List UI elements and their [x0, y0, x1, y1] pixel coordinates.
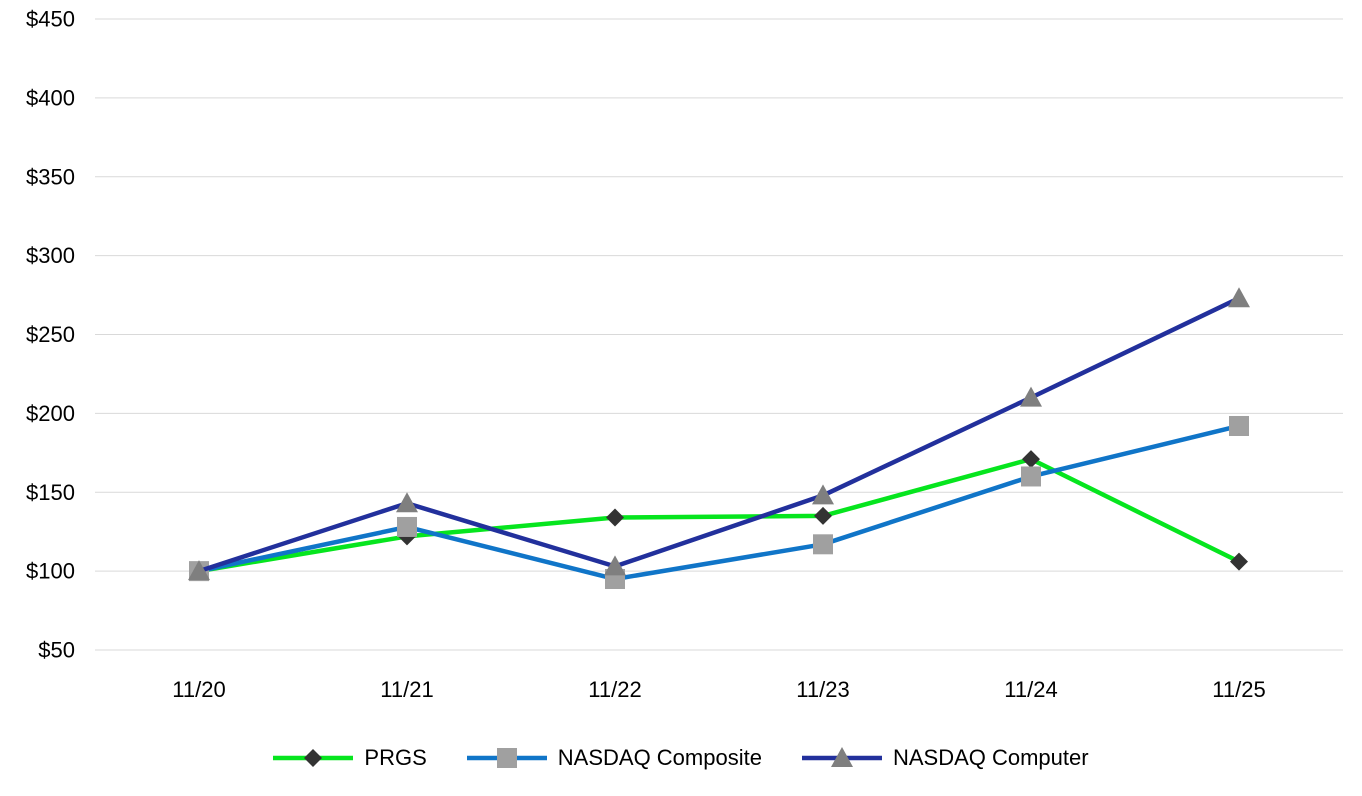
y-axis-tick-label: $50 [38, 638, 75, 663]
y-axis-tick-label: $250 [26, 322, 75, 347]
nasdaq-composite-swatch [466, 748, 547, 768]
y-axis-tick-label: $150 [26, 480, 75, 505]
x-axis-tick-label: 11/20 [172, 677, 225, 702]
triangle-marker-icon [1228, 287, 1250, 308]
nasdaq-computer-swatch [801, 747, 882, 767]
square-marker-icon [813, 534, 833, 555]
x-axis-tick-label: 11/24 [1004, 677, 1057, 702]
y-axis-tick-label: $100 [26, 559, 75, 584]
triangle-marker-icon [812, 484, 834, 505]
legend-item-prgs: PRGS [273, 745, 427, 771]
y-axis-tick-label: $200 [26, 401, 75, 426]
prgs-swatch [273, 749, 354, 767]
y-axis-tick-label: $400 [26, 85, 75, 110]
legend-label-nasdaq-computer: NASDAQ Computer [892, 745, 1089, 770]
x-axis-tick-label: 11/21 [380, 677, 433, 702]
triangle-marker-icon [1020, 386, 1042, 407]
series-line [196, 456, 1242, 574]
square-marker-icon [1021, 466, 1041, 487]
triangle-marker-icon [188, 560, 210, 581]
y-axis-tick-label: $450 [26, 7, 75, 32]
triangle-marker-icon [830, 747, 853, 767]
y-axis-tick-label: $300 [26, 243, 75, 268]
diamond-marker-icon [304, 749, 323, 767]
legend-item-nasdaq-composite: NASDAQ Composite [466, 745, 762, 771]
diamond-marker-icon [1230, 552, 1248, 571]
x-axis-tick-label: 11/22 [588, 677, 641, 702]
diamond-marker-icon [814, 506, 832, 525]
triangle-marker-icon [396, 492, 418, 513]
diamond-marker-icon [606, 508, 624, 527]
series-line [196, 423, 1242, 582]
legend-item-nasdaq-computer: NASDAQ Computer [801, 745, 1089, 771]
x-axis-tick-label: 11/25 [1212, 677, 1265, 702]
x-axis-tick-label: 11/23 [796, 677, 849, 702]
square-marker-icon [397, 516, 417, 537]
triangle-marker-icon [604, 555, 626, 576]
legend-label-nasdaq-composite: NASDAQ Composite [557, 745, 762, 770]
square-marker-icon [496, 748, 517, 768]
square-marker-icon [1229, 415, 1249, 436]
chart-legend: PRGS NASDAQ Composite NASDAQ Computer [0, 745, 1362, 771]
y-axis-tick-label: $350 [26, 164, 75, 189]
diamond-marker-icon [1022, 450, 1040, 469]
legend-label-prgs: PRGS [364, 745, 427, 770]
series-line [196, 295, 1242, 574]
